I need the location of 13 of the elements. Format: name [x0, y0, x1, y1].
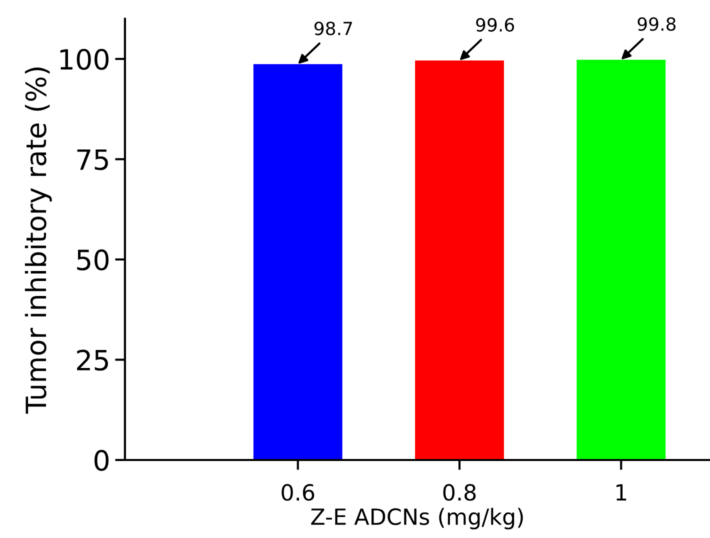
data-label: 98.7 — [314, 22, 352, 36]
y-axis-title: Tumor inhibitory rate (%) — [24, 68, 52, 414]
y-tick-label: 50 — [77, 249, 109, 270]
x-tick-label: 0.6 — [282, 484, 314, 501]
x-tick-label: 0.8 — [443, 484, 476, 501]
x-axis-title: Z-E ADCNs (mg/kg) — [311, 508, 523, 530]
y-tick-label: 25 — [77, 350, 108, 371]
data-label: 99.8 — [638, 17, 676, 31]
x-tick-label: 1 — [616, 484, 626, 500]
data-label: 99.6 — [476, 18, 514, 32]
y-tick-label: 100 — [60, 48, 109, 70]
y-tick-label: 0 — [94, 450, 109, 471]
y-tick-label: 75 — [77, 150, 108, 170]
